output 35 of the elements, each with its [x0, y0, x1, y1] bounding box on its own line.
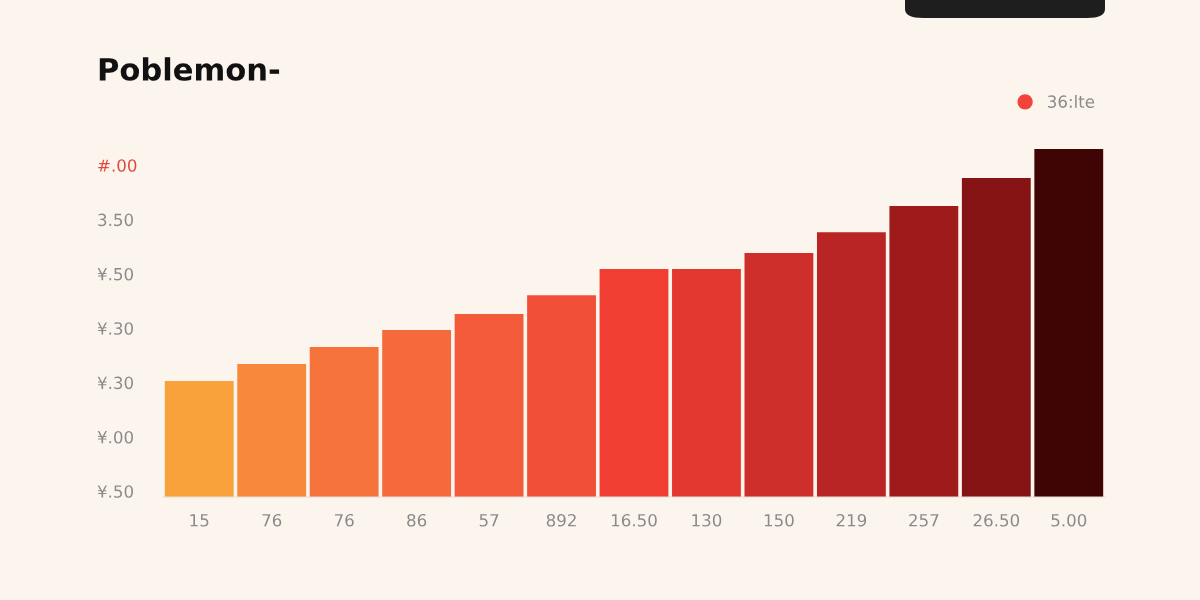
bar: [744, 253, 814, 497]
legend-label: 36:lte: [1048, 95, 1095, 108]
x-tick-label: 15: [190, 514, 209, 527]
text: ¥.50: [97, 485, 133, 498]
chart-title: Poblemon-: [99, 57, 280, 81]
bar: [454, 313, 524, 497]
x-tick-label: 86: [407, 513, 427, 527]
x-tick-label: 57: [479, 514, 499, 527]
text: ¥.30: [97, 322, 133, 335]
text: #.00: [98, 159, 137, 172]
x-tick-label: 16.50: [611, 513, 657, 527]
text: ¥.00: [97, 430, 133, 444]
bar: [527, 295, 596, 497]
bar: [164, 381, 234, 497]
text: 3.50: [98, 213, 133, 227]
x-tick-label: 26.50: [973, 513, 1020, 527]
bar: [237, 364, 307, 497]
x-tick-label: 257: [909, 513, 939, 527]
text: ¥.50: [97, 267, 133, 281]
x-tick-label: 219: [836, 513, 867, 527]
x-tick-label: 5.00: [1051, 513, 1087, 527]
bar: [309, 347, 379, 497]
bar: [889, 206, 959, 497]
bar: [599, 269, 669, 497]
bar: [816, 232, 886, 497]
bar: [1034, 149, 1104, 497]
x-tick-label: 892: [546, 513, 576, 527]
bar: [672, 269, 741, 497]
x-tick-label: 76: [334, 513, 354, 527]
text: ¥.30: [97, 376, 133, 390]
x-tick-label: 76: [262, 513, 282, 527]
x-tick-label: 130: [692, 513, 722, 527]
bar: [382, 329, 452, 497]
bar: [961, 177, 1031, 497]
x-tick-label: 150: [764, 513, 794, 527]
